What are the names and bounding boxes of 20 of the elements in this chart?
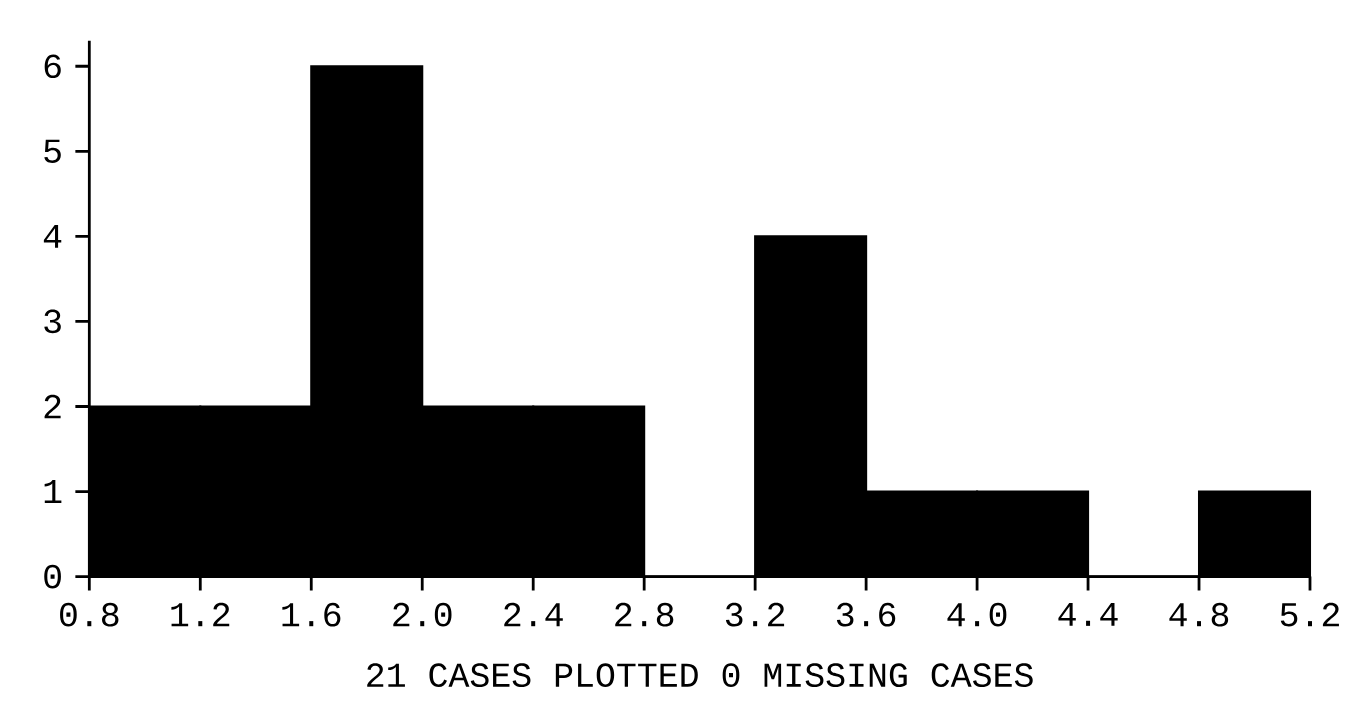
x-tick-label: 4.8 — [1169, 603, 1229, 627]
y-tick-label: 5 — [44, 139, 61, 164]
text: 21 CASES PLOTTED 0 MISSING CASES — [367, 663, 1033, 688]
x-tick-label: 1.2 — [171, 603, 230, 627]
x-tick-label: 2.8 — [615, 603, 674, 627]
y-tick-label: 3 — [44, 309, 61, 334]
x-tick-label: 1.6 — [282, 603, 341, 627]
x-tick-label: 4.4 — [1058, 603, 1118, 627]
y-tick-label: 2 — [44, 394, 61, 419]
y-tick-label: 4 — [43, 225, 62, 249]
x-tick-label: 2.4 — [504, 603, 563, 627]
x-tick-label: 4.0 — [947, 603, 1007, 627]
x-tick-label: 0.8 — [60, 603, 119, 627]
y-tick-label: 6 — [44, 54, 61, 79]
x-tick-label: 5.2 — [1280, 603, 1339, 627]
y-tick-label: 1 — [44, 480, 62, 504]
x-tick-label: 3.6 — [836, 603, 896, 627]
x-tick-label: 3.2 — [725, 603, 785, 627]
y-tick-label: 0 — [44, 564, 61, 589]
x-tick-label: 2.0 — [393, 603, 452, 627]
